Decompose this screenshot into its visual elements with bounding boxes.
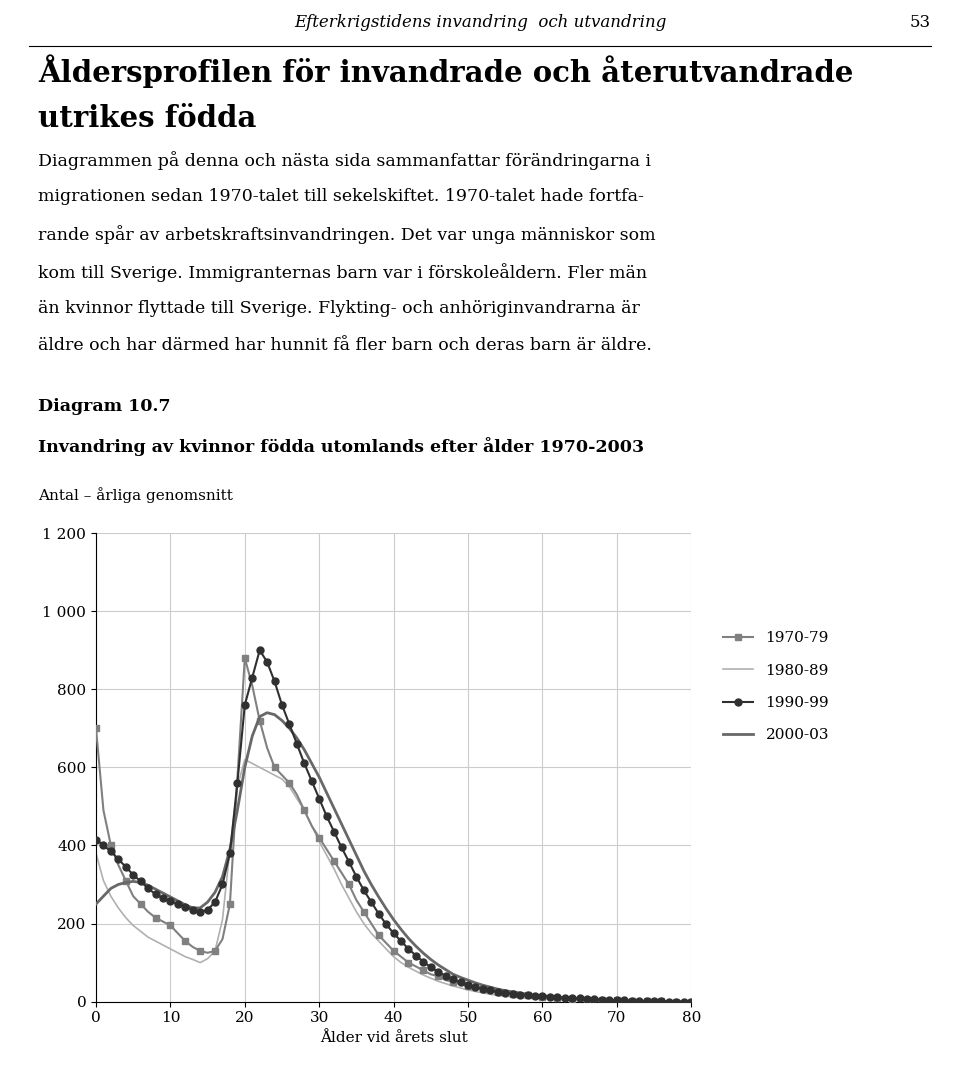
1980-89 [239,753,251,766]
1990-99 [581,992,592,1005]
1970-79 [90,722,102,735]
1980-89 [90,847,102,859]
2000-03 [469,977,481,990]
X-axis label: Ålder vid årets slut: Ålder vid årets slut [320,1031,468,1045]
Text: Invandring av kvinnor födda utomlands efter ålder 1970-2003: Invandring av kvinnor födda utomlands ef… [38,437,644,457]
2000-03 [634,994,645,1007]
Text: Diagrammen på denna och nästa sida sammanfattar förändringarna i: Diagrammen på denna och nästa sida samma… [38,151,652,170]
1970-79 [239,652,251,665]
1970-79 [537,991,548,1004]
1970-79 [611,994,622,1007]
2000-03 [581,992,592,1005]
1970-79 [581,993,592,1006]
1990-99 [663,995,675,1008]
Line: 1980-89: 1980-89 [96,759,691,1002]
Text: 53: 53 [910,14,931,30]
2000-03 [685,995,697,1008]
1990-99 [634,994,645,1007]
Text: Antal – årliga genomsnitt: Antal – årliga genomsnitt [38,488,233,503]
1980-89 [685,995,697,1008]
Text: rande spår av arbetskraftsinvandringen. Det var unga människor som: rande spår av arbetskraftsinvandringen. … [38,225,656,244]
2000-03 [611,994,622,1007]
Text: Åldersprofilen för invandrade och återutvandrade: Åldersprofilen för invandrade och återut… [38,54,853,87]
1990-99 [685,995,697,1008]
1980-89 [469,985,481,998]
Text: migrationen sedan 1970-talet till sekelskiftet. 1970-talet hade fortfa-: migrationen sedan 1970-talet till sekels… [38,188,644,205]
1990-99 [253,644,265,657]
Text: äldre och har därmed har hunnit få fler barn och deras barn är äldre.: äldre och har därmed har hunnit få fler … [38,337,652,354]
1970-79 [670,995,682,1008]
1970-79 [469,981,481,994]
Line: 2000-03: 2000-03 [96,713,691,1002]
1990-99 [537,990,548,1003]
1980-89 [634,995,645,1008]
1990-99 [425,961,437,974]
Text: kom till Sverige. Immigranternas barn var i förskoleåldern. Fler män: kom till Sverige. Immigranternas barn va… [38,263,648,281]
1970-79 [425,968,437,981]
2000-03 [261,707,273,719]
1980-89 [537,992,548,1005]
2000-03 [663,995,675,1008]
1990-99 [611,994,622,1007]
2000-03 [90,897,102,910]
Line: 1970-79: 1970-79 [92,655,695,1005]
Text: utrikes födda: utrikes födda [38,104,256,134]
1990-99 [90,834,102,847]
1970-79 [685,995,697,1008]
2000-03 [537,990,548,1003]
1980-89 [425,971,437,984]
1970-79 [634,994,645,1007]
Text: Efterkrigstidens invandring  och utvandring: Efterkrigstidens invandring och utvandri… [294,14,666,30]
1980-89 [581,994,592,1007]
Line: 1990-99: 1990-99 [92,647,695,1005]
Text: än kvinnor flyttade till Sverige. Flykting- och anhöriginvandrarna är: än kvinnor flyttade till Sverige. Flykti… [38,299,640,317]
Text: Diagram 10.7: Diagram 10.7 [38,398,171,416]
Legend: 1970-79, 1980-89, 1990-99, 2000-03: 1970-79, 1980-89, 1990-99, 2000-03 [717,625,835,749]
1990-99 [469,980,481,993]
2000-03 [425,953,437,966]
1980-89 [611,995,622,1008]
1980-89 [641,995,653,1008]
